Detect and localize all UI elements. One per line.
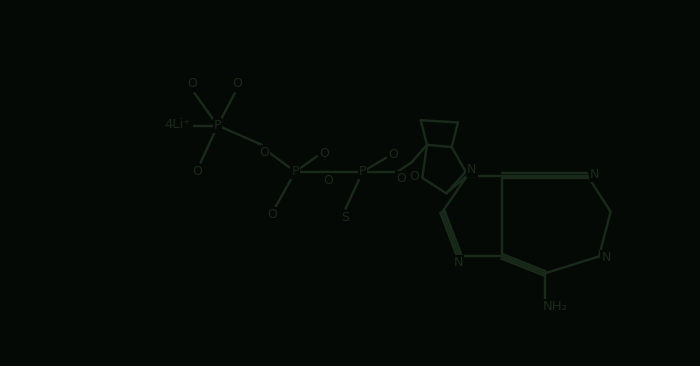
Text: O: O	[388, 148, 398, 161]
Text: P: P	[214, 119, 221, 132]
Text: O: O	[319, 147, 329, 160]
Text: O: O	[259, 146, 269, 159]
Text: O: O	[323, 174, 333, 187]
Text: NH₂: NH₂	[543, 300, 568, 313]
Text: S: S	[341, 211, 349, 224]
Text: N: N	[589, 168, 599, 181]
Text: N: N	[454, 256, 463, 269]
Text: N: N	[601, 251, 610, 264]
Text: O: O	[409, 170, 419, 183]
Text: O: O	[187, 78, 197, 90]
Text: P: P	[291, 165, 299, 178]
Text: P: P	[359, 165, 366, 178]
Text: 4Li⁺: 4Li⁺	[164, 118, 190, 131]
Text: O: O	[267, 208, 277, 221]
Text: O: O	[396, 172, 406, 185]
Text: O: O	[232, 78, 242, 90]
Text: N: N	[467, 163, 477, 176]
Text: O: O	[193, 165, 202, 178]
